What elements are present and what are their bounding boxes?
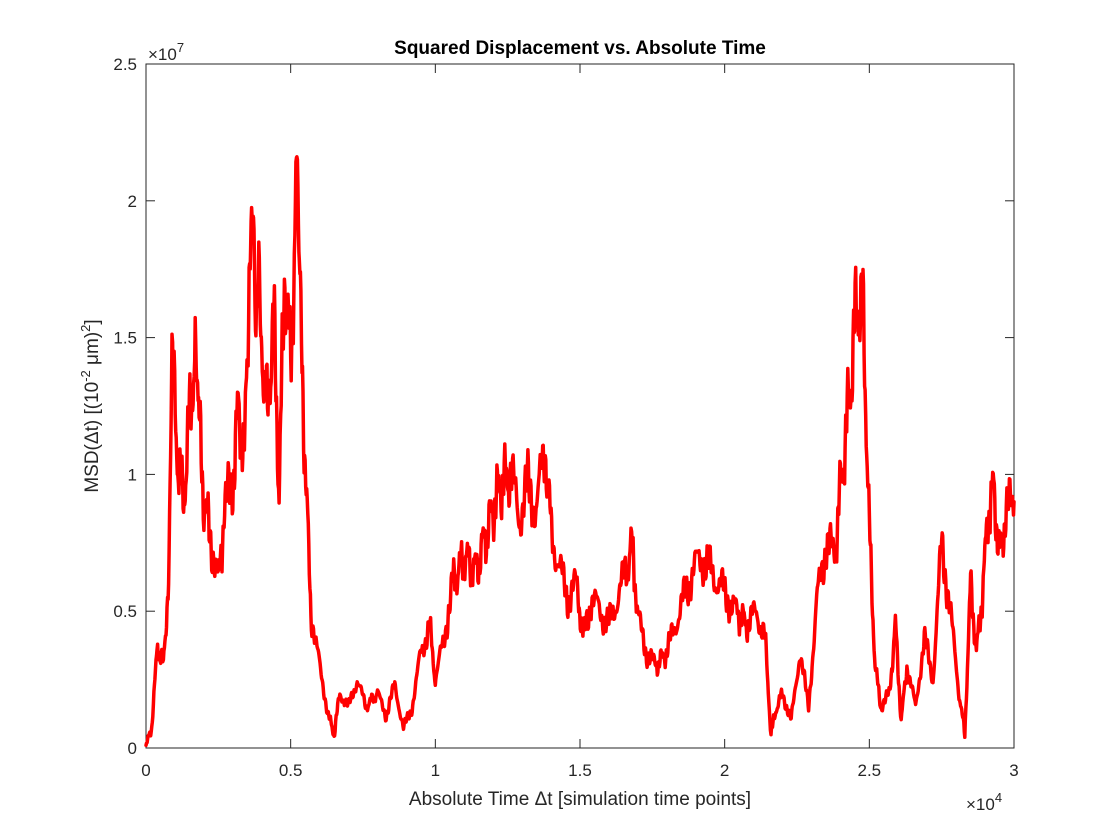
x-tick-label: 0 [141, 761, 150, 780]
x-exponent-base: ×10 [966, 795, 995, 814]
y-axis-exponent-label: ×107 [148, 40, 184, 64]
y-axis-label-exp2: 2 [78, 325, 93, 332]
y-tick-label: 2.5 [113, 55, 137, 74]
x-tick-label: 0.5 [279, 761, 303, 780]
x-axis-ticks: 0 0.5 1 1.5 2 2.5 3 [141, 64, 1019, 780]
y-tick-label: 1.5 [113, 329, 137, 348]
y-axis-label-pre: MSD(Δt) [(10 [82, 382, 103, 493]
x-exponent-power: 4 [995, 790, 1002, 805]
y-exponent-base: ×10 [148, 45, 177, 64]
y-exponent-power: 7 [177, 40, 184, 55]
x-axis-exponent-label: ×104 [966, 790, 1002, 814]
x-tick-label: 1.5 [568, 761, 592, 780]
y-axis-label-mid: μm) [82, 332, 103, 370]
series-line [144, 155, 1016, 748]
y-tick-label: 2 [128, 192, 137, 211]
y-axis-label: MSD(Δt) [(10-2 μm)2] [78, 319, 103, 492]
plot-area-frame [145, 63, 1015, 749]
y-tick-label: 0.5 [113, 602, 137, 621]
x-tick-label: 2.5 [858, 761, 882, 780]
x-tick-label: 3 [1009, 761, 1018, 780]
y-axis-label-post: ] [82, 319, 103, 324]
y-tick-label: 0 [128, 739, 137, 758]
y-axis-label-exp1: -2 [78, 370, 93, 382]
x-tick-label: 2 [720, 761, 729, 780]
chart-title: Squared Displacement vs. Absolute Time [394, 38, 766, 59]
y-axis-ticks: 0 0.5 1 1.5 2 2.5 [113, 55, 1014, 758]
x-axis-label: Absolute Time Δt [simulation time points… [409, 789, 751, 810]
y-tick-label: 1 [128, 465, 137, 484]
x-tick-label: 1 [431, 761, 440, 780]
